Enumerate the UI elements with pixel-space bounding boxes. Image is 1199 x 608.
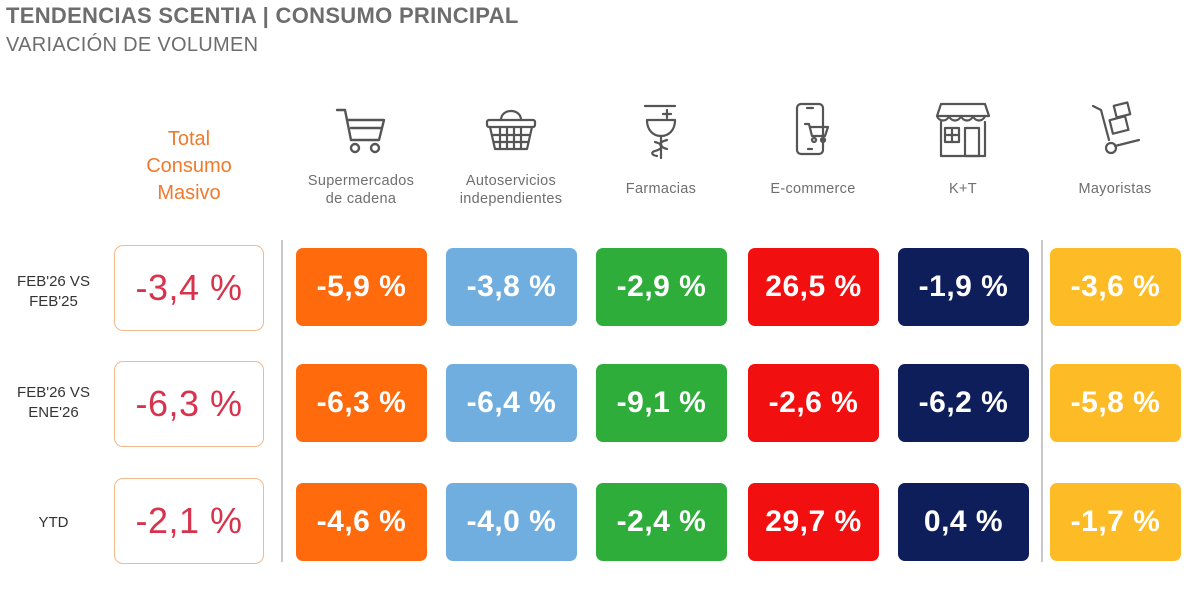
column-header: E-commerce	[738, 98, 888, 218]
row-label-line: FEB'26 VS	[17, 273, 90, 290]
row-label-line: ENE'26	[28, 404, 79, 421]
column-label-line: de cadena	[325, 191, 397, 207]
value-cell: -1,7 %	[1050, 483, 1181, 561]
total-value-cell: -2,1 %	[114, 478, 264, 564]
column-header: Farmacias	[586, 98, 736, 218]
value-cell: -5,8 %	[1050, 364, 1181, 442]
value-cell: -3,8 %	[446, 248, 577, 326]
column-label-line: Farmacias	[625, 181, 697, 197]
page-title: TENDENCIAS SCENTIA | CONSUMO PRINCIPAL	[6, 3, 519, 28]
mobile-cart-icon	[783, 98, 843, 162]
shopping-cart-icon	[331, 98, 391, 162]
column-label-line: E-commerce	[770, 181, 856, 197]
value-cell: -4,6 %	[296, 483, 427, 561]
row-label: FEB'26 VS ENE'26	[6, 383, 101, 423]
row-label-line: YTD	[38, 514, 69, 531]
value-cell: -2,4 %	[596, 483, 727, 561]
total-header-line: Masivo	[157, 182, 221, 204]
row-label: FEB'26 VS FEB'25	[6, 272, 101, 312]
row-label-line: FEB'25	[29, 293, 78, 310]
column-header: Autoservicios independientes	[436, 98, 586, 218]
row-label-line: FEB'26 VS	[17, 384, 90, 401]
total-value-cell: -3,4 %	[114, 245, 264, 331]
pharmacy-icon	[631, 98, 691, 162]
basket-icon	[481, 98, 541, 162]
total-header-line: Consumo	[146, 155, 232, 177]
column-label: Supermercados de cadena	[286, 172, 436, 208]
column-label-line: Mayoristas	[1078, 181, 1152, 197]
value-cell: -6,4 %	[446, 364, 577, 442]
value-cell: -3,6 %	[1050, 248, 1181, 326]
value-cell: -6,3 %	[296, 364, 427, 442]
total-header-line: Total	[167, 128, 211, 150]
value-cell: 26,5 %	[748, 248, 879, 326]
column-label-line: K+T	[949, 181, 977, 197]
column-label: K+T	[888, 180, 1038, 198]
column-label-line: Supermercados	[307, 173, 415, 189]
column-label-line: Autoservicios	[465, 173, 557, 189]
page-subtitle: VARIACIÓN DE VOLUMEN	[6, 34, 259, 56]
value-cell: -6,2 %	[898, 364, 1029, 442]
value-cell: 0,4 %	[898, 483, 1029, 561]
column-divider-right	[1041, 240, 1043, 562]
value-cell: -5,9 %	[296, 248, 427, 326]
value-cell: -9,1 %	[596, 364, 727, 442]
value-cell: -4,0 %	[446, 483, 577, 561]
storefront-icon	[933, 98, 993, 162]
column-header: Supermercados de cadena	[286, 98, 436, 218]
value-cell: -2,9 %	[596, 248, 727, 326]
column-label: E-commerce	[738, 180, 888, 198]
hand-truck-icon	[1085, 98, 1145, 162]
column-header: K+T	[888, 98, 1038, 218]
column-label: Farmacias	[586, 180, 736, 198]
value-cell: 29,7 %	[748, 483, 879, 561]
column-divider-left	[281, 240, 283, 562]
column-label: Mayoristas	[1040, 180, 1190, 198]
row-label: YTD	[6, 513, 101, 533]
total-consumo-header: Total Consumo Masivo	[114, 126, 264, 207]
column-header: Mayoristas	[1040, 98, 1190, 218]
total-value-cell: -6,3 %	[114, 361, 264, 447]
value-cell: -1,9 %	[898, 248, 1029, 326]
column-label: Autoservicios independientes	[436, 172, 586, 208]
value-cell: -2,6 %	[748, 364, 879, 442]
column-label-line: independientes	[459, 191, 563, 207]
